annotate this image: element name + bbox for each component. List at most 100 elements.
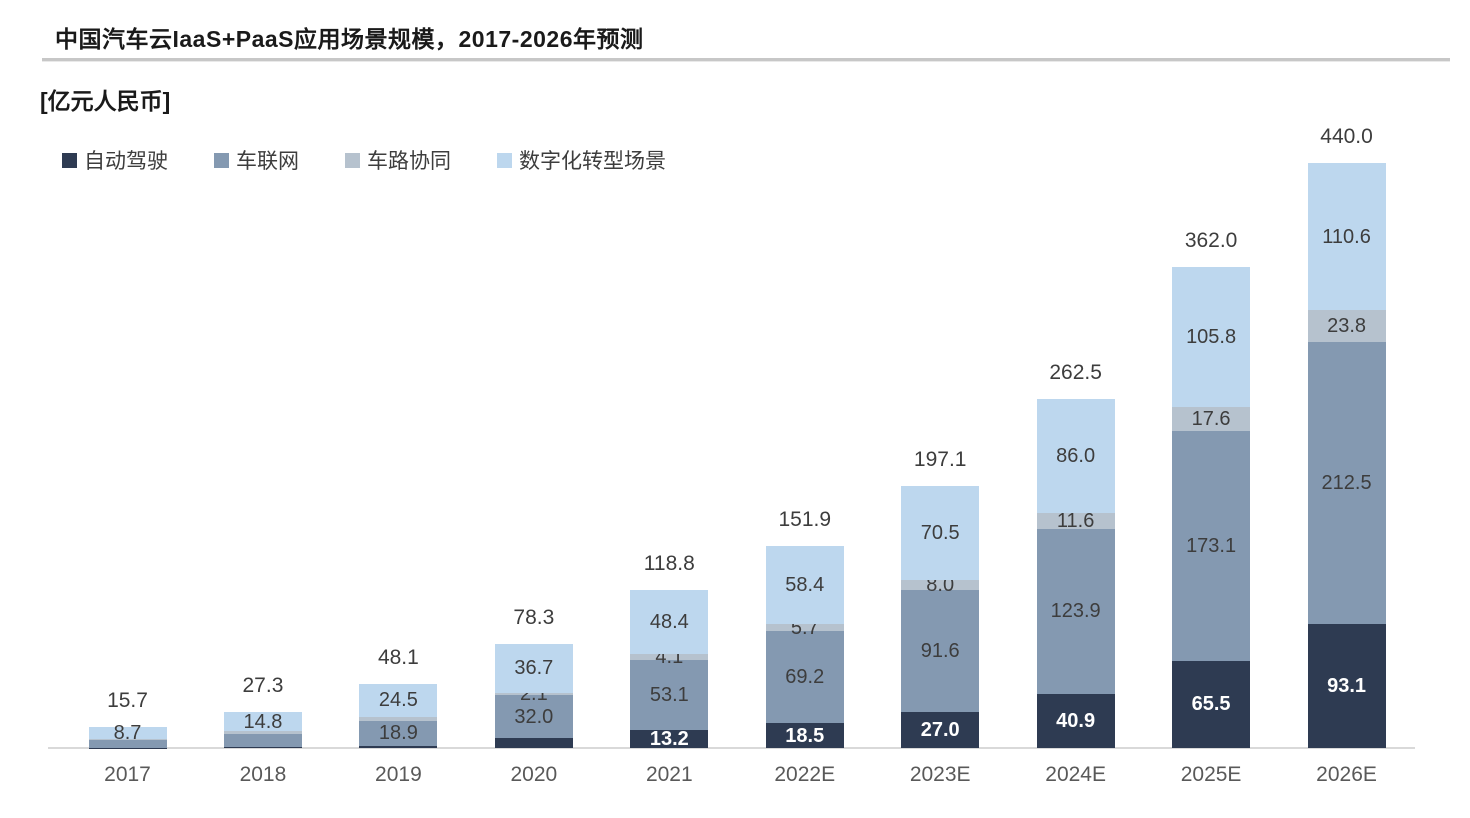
segment-value-label: 212.5 [1321,471,1372,494]
bar-segment-2022E-数字化转型场景 [765,546,844,624]
segment-value-label: 11.6 [1056,510,1095,533]
bar-segment-2025E-数字化转型场景 [1172,266,1251,408]
bar-segment-2021-车路协同 [630,654,709,660]
segment-value-label: 48.4 [649,611,689,634]
legend-item-自动驾驶: 自动驾驶 [62,145,168,175]
segment-value-label: 65.5 [1191,693,1231,716]
bar-segment-2020-数字化转型场景 [494,643,573,693]
legend-label: 自动驾驶 [84,150,168,173]
legend: 自动驾驶 车联网 车路协同 数字化转型场景 [62,145,666,175]
x-axis-line [48,747,1415,749]
x-axis-label-2021: 2021 [645,763,693,786]
bar-segment-2019-车联网 [359,720,438,746]
bar-segment-2021-数字化转型场景 [630,590,709,655]
legend-item-数字化转型场景: 数字化转型场景 [497,145,666,175]
segment-value-label: 17.6 [1191,408,1231,431]
total-value-label: 151.9 [778,508,832,532]
segment-value-label: 110.6 [1322,225,1371,248]
x-axis-label-2024E: 2024E [1045,763,1106,786]
legend-label: 车联网 [236,150,299,173]
total-value-label: 118.8 [643,552,695,576]
x-axis-label-2019: 2019 [375,763,422,786]
bar-segment-2018-自动驾驶 [223,747,302,748]
total-value-label: 262.5 [1049,361,1102,385]
bar-segment-2026E-车路协同 [1307,310,1386,342]
x-axis-label-2017: 2017 [104,763,151,786]
bar-segment-2020-自动驾驶 [494,738,573,748]
bar-segment-2025E-车路协同 [1172,407,1251,431]
unit-label: [亿元人民币] [40,88,171,114]
bar-segment-2017-数字化转型场景 [88,727,167,739]
total-value-label: 362.0 [1184,228,1238,252]
legend-item-车联网: 车联网 [214,145,299,175]
segment-value-label: 8.7 [113,721,142,744]
total-value-label: 27.3 [242,673,284,697]
chart-title: 中国汽车云IaaS+PaaS应用场景规模，2017-2026年预测 [55,26,644,52]
segment-value-label: 13.2 [649,728,689,751]
total-value-label: 197.1 [913,447,967,471]
total-value-label: 78.3 [513,605,555,629]
bar-segment-2019-数字化转型场景 [359,684,438,717]
bar-segment-2018-车路协同 [223,731,302,735]
bar-segment-2024E-自动驾驶 [1036,693,1115,748]
bar-segment-2018-数字化转型场景 [223,711,302,732]
segment-value-label: 105.8 [1186,326,1237,349]
segment-value-label: 69.2 [785,666,825,689]
x-axis-label-2020: 2020 [510,763,558,786]
legend-label: 车路协同 [367,150,451,173]
segment-value-label: 123.9 [1050,600,1101,623]
legend-swatch-icon [62,152,77,168]
segment-value-label: 93.1 [1327,675,1367,698]
bar-segment-2025E-车联网 [1172,430,1251,661]
bar-segment-2022E-自动驾驶 [765,723,844,748]
segment-value-label: 91.6 [920,640,960,663]
segment-value-label: 70.5 [920,521,960,544]
total-value-label: 440.0 [1320,125,1373,149]
segment-value-label: 27.0 [920,719,960,742]
bar-segment-2023E-车联网 [901,590,980,713]
segment-value-label: 53.1 [649,684,689,707]
legend-item-车路协同: 车路协同 [345,145,451,175]
legend-swatch-icon [497,152,512,168]
bar-segment-2017-车路协同 [88,738,167,741]
segment-value-label: 173.1 [1186,534,1237,557]
bar-segment-2023E-车路协同 [901,579,980,591]
bar-segment-2022E-车路协同 [765,623,844,632]
bar-segment-2024E-车联网 [1036,528,1115,694]
segment-value-label: 23.8 [1327,314,1367,337]
bar-segment-2021-自动驾驶 [630,730,709,748]
segment-value-label: 58.4 [785,574,825,596]
segment-value-label: 36.7 [514,657,554,680]
bar-segment-2023E-数字化转型场景 [901,485,980,580]
x-axis-label-2023E: 2023E [909,763,971,786]
bar-segment-2026E-车联网 [1307,341,1386,625]
segment-value-label: 18.9 [378,722,418,745]
bar-segment-2024E-数字化转型场景 [1036,399,1115,514]
segment-value-label: 24.5 [378,689,418,712]
bar-segment-2020-车路协同 [494,692,573,696]
bar-segment-2022E-车联网 [765,631,844,724]
segment-value-label: 40.9 [1056,709,1096,732]
bar-segment-2019-自动驾驶 [359,746,438,748]
bar-segment-2026E-自动驾驶 [1307,624,1386,748]
x-axis-label-2022E: 2022E [774,763,836,786]
bar-segment-2026E-数字化转型场景 [1307,163,1386,311]
bar-segment-2023E-自动驾驶 [901,712,980,748]
segment-value-label: 18.5 [785,724,825,747]
legend-swatch-icon [345,152,360,168]
segment-value-label: 86.0 [1056,445,1096,468]
bar-segment-2018-车联网 [223,734,302,748]
bar-segment-2021-车联网 [630,659,709,731]
title-divider [42,58,1450,62]
legend-label: 数字化转型场景 [519,150,666,173]
bar-segment-2025E-自动驾驶 [1172,660,1251,748]
legend-swatch-icon [214,152,229,168]
bar-segment-2020-车联网 [494,695,573,739]
bar-segment-2017-车联网 [88,740,167,748]
x-axis-label-2018: 2018 [239,763,287,786]
segment-value-label: 32.0 [514,705,554,728]
segment-value-label: 14.8 [243,710,283,733]
total-value-label: 48.1 [377,646,419,670]
